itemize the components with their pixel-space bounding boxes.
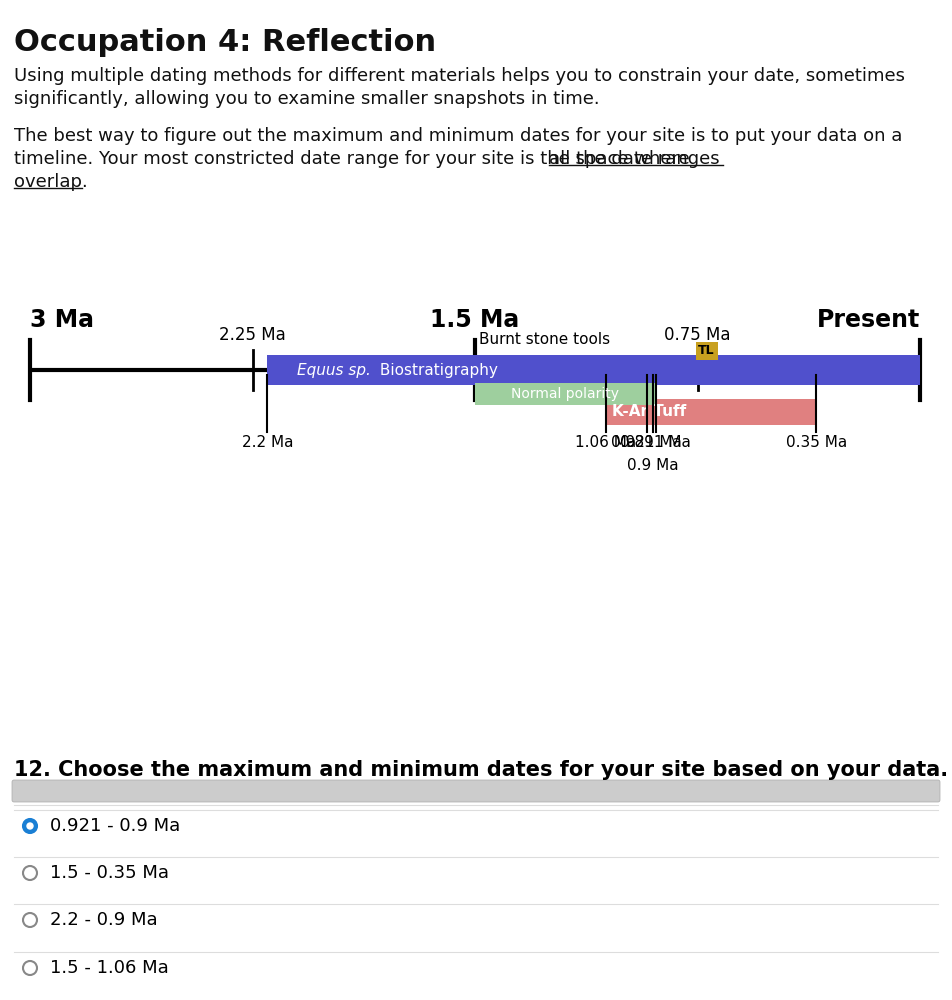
FancyBboxPatch shape — [12, 780, 940, 802]
Circle shape — [23, 913, 37, 927]
Bar — [268, 355, 920, 385]
Text: 3 Ma: 3 Ma — [30, 308, 94, 332]
Text: Normal polarity: Normal polarity — [511, 387, 620, 401]
Bar — [605, 399, 816, 425]
Text: Equus sp.: Equus sp. — [297, 362, 371, 377]
Text: all the date ranges: all the date ranges — [549, 150, 720, 168]
Text: 0.891 Ma: 0.891 Ma — [621, 435, 691, 450]
Circle shape — [23, 866, 37, 880]
Text: 1.5 Ma: 1.5 Ma — [430, 308, 520, 332]
Text: 0.35 Ma: 0.35 Ma — [785, 435, 846, 450]
Text: TL: TL — [698, 344, 715, 358]
Text: 1.06 Ma: 1.06 Ma — [575, 435, 636, 450]
Text: 2.25 Ma: 2.25 Ma — [219, 326, 286, 344]
Text: timeline. Your most constricted date range for your site is the space where: timeline. Your most constricted date ran… — [14, 150, 696, 168]
Text: Occupation 4: Reflection: Occupation 4: Reflection — [14, 28, 436, 57]
Text: 0.9 Ma: 0.9 Ma — [627, 458, 679, 473]
Text: 1.5 - 0.35 Ma: 1.5 - 0.35 Ma — [50, 864, 169, 882]
Text: significantly, allowing you to examine smaller snapshots in time.: significantly, allowing you to examine s… — [14, 90, 600, 108]
Text: 0.921 Ma: 0.921 Ma — [611, 435, 683, 450]
Text: Using multiple dating methods for different materials helps you to constrain you: Using multiple dating methods for differ… — [14, 67, 905, 85]
Text: 0.75 Ma: 0.75 Ma — [664, 326, 731, 344]
Text: Present: Present — [817, 308, 920, 332]
Text: The best way to figure out the maximum and minimum dates for your site is to put: The best way to figure out the maximum a… — [14, 127, 902, 145]
Text: overlap.: overlap. — [14, 173, 88, 191]
Circle shape — [23, 819, 37, 833]
Text: 1.5 - 1.06 Ma: 1.5 - 1.06 Ma — [50, 959, 169, 977]
Bar — [475, 383, 656, 405]
Text: 0.921 - 0.9 Ma: 0.921 - 0.9 Ma — [50, 817, 180, 835]
Circle shape — [23, 961, 37, 975]
Text: 2.2 - 0.9 Ma: 2.2 - 0.9 Ma — [50, 911, 158, 929]
Text: 12. Choose the maximum and minimum dates for your site based on your data.: 12. Choose the maximum and minimum dates… — [14, 760, 948, 780]
Text: Burnt stone tools: Burnt stone tools — [479, 332, 610, 348]
Text: Biostratigraphy: Biostratigraphy — [375, 362, 498, 377]
Text: 2.2 Ma: 2.2 Ma — [242, 435, 293, 450]
Bar — [696, 342, 718, 360]
Text: K-Ar Tuff: K-Ar Tuff — [611, 404, 685, 420]
Circle shape — [27, 823, 33, 829]
